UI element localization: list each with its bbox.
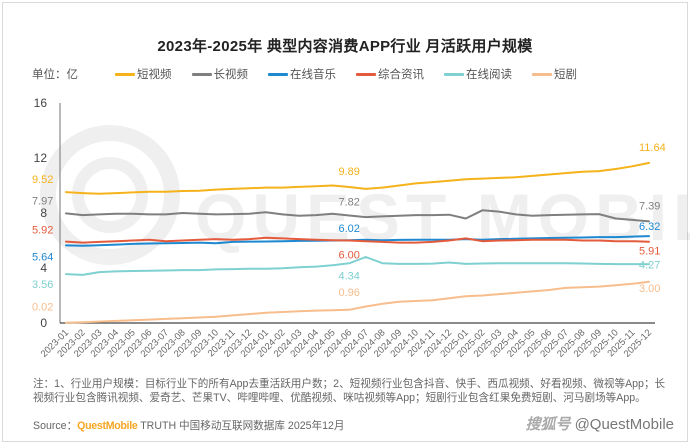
series-line-综合资讯 (65, 236, 650, 244)
y-tick-label: 12 (34, 151, 48, 165)
data-label: 5.64 (32, 251, 53, 263)
series-line-长视频 (65, 209, 650, 223)
legend-label: 短剧 (554, 69, 577, 81)
data-label: 3.56 (32, 279, 53, 291)
credit: 搜狐号 @QuestMobile (526, 413, 674, 434)
source-brand: QuestMobile (77, 420, 138, 432)
legend: 短视频 长视频 在线音乐 综合资讯 在线阅读 短剧 (115, 66, 597, 82)
legend-item: 短剧 (532, 66, 577, 82)
legend-label: 短视频 (137, 69, 172, 81)
chart-title: 2023年-2025年 典型内容消费APP行业 月活跃用户规模 (157, 38, 533, 55)
source-rest: TRUTH 中国移动互联网数据库 2025年12月 (137, 420, 345, 432)
legend-item: 在线音乐 (268, 66, 336, 82)
source-line: Source：QuestMobile TRUTH 中国移动互联网数据库 2025… (33, 418, 344, 433)
legend-swatch (268, 72, 288, 76)
data-label: 6.00 (338, 250, 359, 262)
legend-label: 在线阅读 (466, 69, 512, 81)
data-label: 9.89 (338, 166, 359, 178)
unit-label: 单位：亿 (32, 69, 78, 81)
legend-label: 综合资讯 (378, 69, 424, 81)
data-label: 7.97 (32, 195, 53, 207)
series-line-短剧 (65, 280, 650, 324)
watermark-text: QUEST MOBILE (195, 180, 690, 254)
y-tick-label: 16 (34, 96, 48, 110)
data-label: 5.92 (32, 225, 53, 237)
series-line-短视频 (65, 161, 650, 195)
y-tick-label: 8 (40, 206, 47, 220)
legend-swatch (191, 72, 212, 76)
data-label: 0.96 (338, 287, 359, 299)
data-label: 4.27 (639, 259, 660, 271)
y-tick-label: 0 (40, 316, 47, 330)
legend-swatch (356, 72, 376, 76)
data-label: 3.00 (639, 283, 660, 295)
credit-handle: @QuestMobile (574, 416, 674, 433)
watermark: QUEST MOBILE (40, 125, 690, 265)
data-label: 7.82 (338, 196, 359, 208)
legend-item: 长视频 (191, 66, 249, 82)
footnote: 注：1、行业用户规模：目标行业下的所有App去重活跃用户数；2、短视频行业包含抖… (33, 378, 666, 404)
data-label: 11.64 (639, 142, 666, 154)
data-label: 5.91 (639, 246, 660, 258)
data-label: 4.34 (338, 270, 359, 282)
legend-item: 在线阅读 (444, 66, 512, 82)
legend-item: 短视频 (115, 66, 172, 82)
watermark-ring-outer (40, 125, 180, 265)
data-label: 6.02 (338, 223, 359, 235)
legend-label: 长视频 (213, 69, 249, 81)
y-tick-label: 4 (40, 261, 47, 275)
credit-platform: 搜狐号 (525, 416, 571, 433)
watermark-ring-inner (72, 157, 148, 233)
series-line-在线阅读 (65, 256, 650, 276)
legend-swatch (444, 72, 464, 76)
data-label: 6.32 (639, 221, 660, 233)
legend-item: 综合资讯 (356, 66, 424, 82)
legend-label: 在线音乐 (290, 69, 336, 81)
legend-swatch (115, 72, 135, 76)
source-prefix: Source： (33, 420, 78, 432)
data-label: 0.02 (32, 302, 53, 314)
data-label: 9.52 (32, 174, 53, 186)
data-label: 7.39 (639, 200, 660, 212)
legend-swatch (532, 72, 552, 76)
